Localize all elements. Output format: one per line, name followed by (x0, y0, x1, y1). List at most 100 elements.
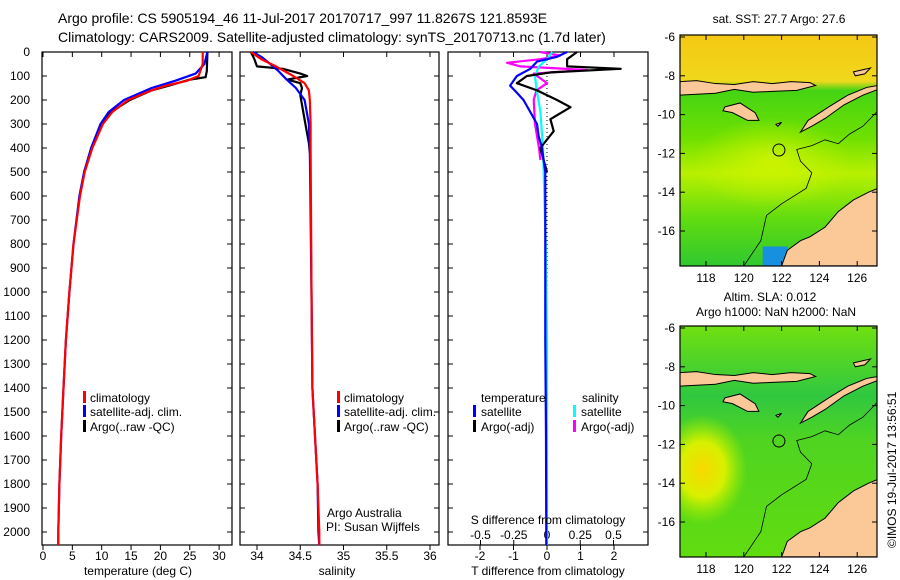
map2-title-line-1: Altim. SLA: 0.012 (724, 290, 817, 304)
y-tick-label: 600 (10, 189, 30, 203)
y-tick-label: 1800 (3, 477, 30, 491)
map-frame (679, 325, 878, 558)
y-tick-label: -10 (658, 108, 676, 122)
legend-swatch-t-argo (473, 420, 476, 432)
bathymetry-contour (743, 111, 877, 266)
map1-title: sat. SST: 27.7 Argo: 27.6 (713, 12, 846, 26)
legend-title-salinity: salinity (582, 391, 619, 405)
y-tick-label: 200 (10, 93, 30, 107)
x-tick-label: 124 (809, 271, 829, 285)
map-sla_map: 118 120 122 124 126 -6 -8 -10 -12 -14 -16 (658, 321, 878, 576)
legend-label: satellite (481, 405, 522, 419)
x-tick-label: 15 (124, 549, 138, 563)
series-line-argo-raw-qc- (249, 51, 311, 153)
x-tick-label: 35.5 (375, 549, 399, 563)
sst-warm-band (692, 118, 853, 209)
land-mass (722, 393, 760, 412)
legend-swatch-s-satellite (573, 405, 576, 417)
map-field (680, 35, 877, 266)
legend-swatch-argo (337, 420, 340, 432)
x-tick-label: 25 (183, 549, 197, 563)
land-mass (799, 85, 877, 134)
x-tick-label: 20 (154, 549, 168, 563)
y-tick-label: -6 (664, 30, 675, 44)
legend-label: Argo(..raw -QC) (344, 420, 429, 434)
x-tick-label: -1 (508, 549, 519, 563)
legend-label: Argo(-adj) (481, 420, 534, 434)
y-tick-label: 100 (10, 69, 30, 83)
x-tick-label: 36 (423, 549, 437, 563)
y-tick-label: 1100 (4, 309, 30, 323)
x-axis-label-t-difference: T difference from climatology (471, 564, 625, 578)
y-tick-label: -16 (658, 515, 676, 529)
y-tick-label: 2000 (3, 525, 30, 539)
x-tick-label: 126 (847, 562, 867, 576)
profile-panels: 0 5 10 15 20 25 30 34 34.5 35 35.5 36 -2 -1 0 1 2 -0.5 -0.… (3, 45, 649, 563)
panel-salinity: 34 34.5 35 35.5 36 (239, 51, 440, 563)
x-tick-label: 0 (544, 549, 551, 563)
legend-label: climatology (344, 391, 404, 405)
x-tick-label: 118 (696, 271, 715, 285)
map-frame (679, 34, 878, 267)
land-mass (680, 80, 818, 96)
land-mass (781, 479, 877, 557)
y-tick-label: 300 (10, 117, 30, 131)
y-tick-label: 500 (10, 165, 30, 179)
land-mass (722, 102, 760, 121)
y-tick-label: 1600 (3, 429, 30, 443)
series-line-climatology (250, 51, 321, 545)
legend-label: Argo(-adj) (581, 420, 634, 434)
map2-title-line-2: Argo h1000: NaN h2000: NaN (696, 305, 856, 319)
x-axis-label-temperature: temperature (deg C) (84, 564, 192, 578)
x-tick-label: 35 (337, 549, 351, 563)
y-tick-label: 1900 (3, 501, 30, 515)
title-line-1: Argo profile: CS 5905194_46 11-Jul-2017 … (58, 10, 547, 26)
series-line-t-satellite (509, 51, 568, 546)
legend-swatch-climatology (337, 391, 340, 403)
credit-line-1: Argo Australia (327, 506, 402, 520)
x2-tick-label: -0.25 (500, 528, 528, 542)
x-tick-label: 10 (95, 549, 109, 563)
legend-label: satellite-adj. clim. (90, 405, 182, 419)
x2-axis-label-s-difference: S difference from climatology (471, 513, 626, 527)
x-tick-label: 1 (577, 549, 584, 563)
y-tick-label: -12 (658, 146, 676, 160)
y-tick-label: 1300 (3, 357, 30, 371)
legend-swatch-climatology (83, 391, 86, 403)
y-tick-label: 0 (23, 45, 30, 59)
plot-frame (239, 51, 440, 546)
series-line-climatology (57, 52, 204, 545)
y-tick-label: -8 (664, 69, 675, 83)
x-tick-label: 126 (847, 271, 867, 285)
x-tick-label: 34.5 (289, 549, 313, 563)
y-tick-label: 1500 (3, 405, 30, 419)
y-tick-label: 700 (10, 213, 30, 227)
legend-title-temperature: temperature (481, 391, 546, 405)
x-tick-label: 2 (611, 549, 618, 563)
bathymetry-contour (743, 402, 877, 557)
y-tick-label: -10 (658, 399, 676, 413)
copyright: ©IMOS 19-Jul-2017 13:56:51 (885, 391, 899, 548)
y-tick-label: 400 (10, 141, 30, 155)
y-tick-label: 1000 (3, 285, 30, 299)
land-mass (775, 121, 782, 127)
land-mass (852, 67, 872, 77)
credit-line-2: PI: Susan Wijffels (326, 520, 420, 534)
y-tick-label: -8 (664, 360, 675, 374)
sla-high-anomaly (680, 414, 748, 525)
x-tick-label: 5 (69, 549, 76, 563)
y-tick-label: -14 (658, 185, 676, 199)
x-tick-label: 120 (734, 562, 754, 576)
x2-tick-label: 0.25 (569, 528, 593, 542)
land-mass (781, 188, 877, 266)
x-tick-label: 122 (772, 562, 792, 576)
x2-tick-label: -0.5 (470, 528, 491, 542)
y-tick-label: 1200 (3, 333, 30, 347)
x-tick-label: 118 (696, 562, 715, 576)
map-sst_map: 118 120 122 124 126 -6 -8 -10 -12 -14 -16 (658, 30, 878, 285)
x-tick-label: -2 (475, 549, 486, 563)
x-tick-label: 34 (250, 549, 264, 563)
argo-position-marker (772, 434, 786, 448)
legend-swatch-t-satellite (473, 405, 476, 417)
legend-swatch-satellite (337, 405, 340, 417)
